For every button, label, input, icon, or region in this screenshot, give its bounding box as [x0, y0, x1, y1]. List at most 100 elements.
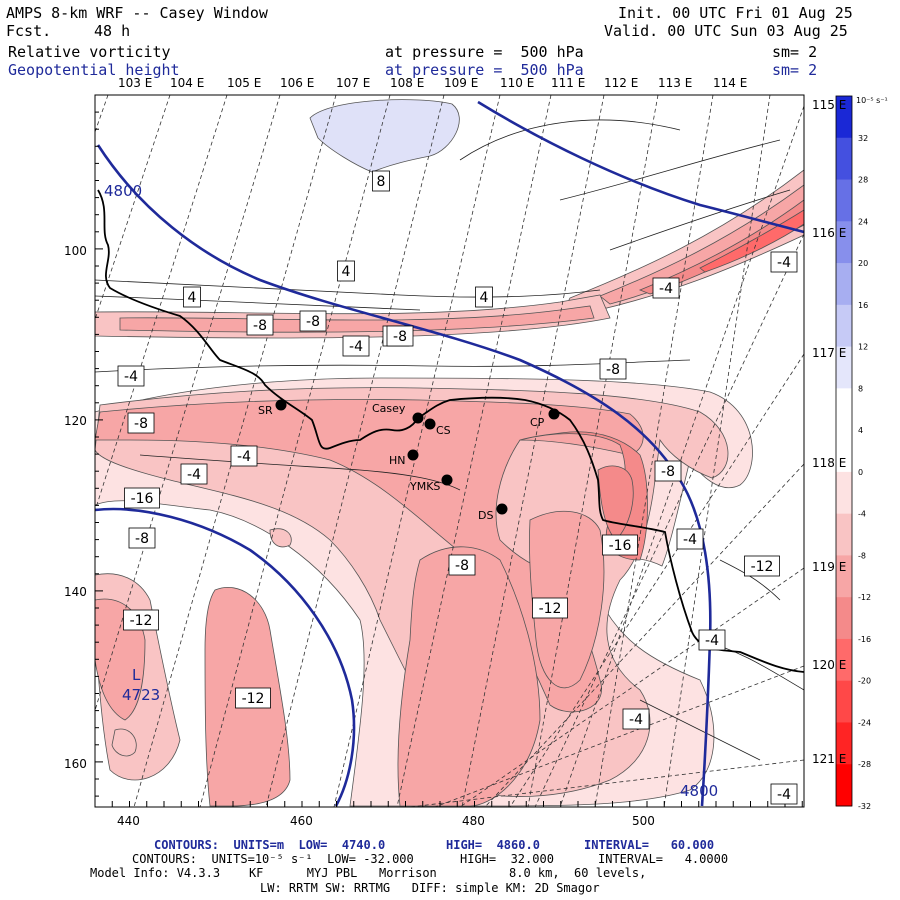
colorbar-label: 32: [858, 134, 868, 143]
x-axis-tick-label: 480: [462, 814, 485, 828]
right-longitude-label: 116 E: [812, 226, 847, 240]
colorbar-label: -16: [858, 635, 871, 644]
contours-height-info: CONTOURS: UNITS=m LOW= 4740.0: [154, 838, 386, 852]
vorticity-contour-label: 4: [183, 286, 201, 308]
right-longitude-label: 119 E: [812, 560, 847, 574]
svg-text:HN: HN: [389, 454, 406, 467]
station-cs: CS: [424, 418, 451, 437]
svg-text:8: 8: [377, 174, 386, 190]
svg-text:-4: -4: [777, 255, 791, 271]
vorticity-contour-label: -12: [235, 687, 271, 709]
contours-vorticity-info: CONTOURS: UNITS=10⁻⁵ s⁻¹ LOW= -32.000: [132, 852, 414, 866]
svg-text:-12: -12: [539, 601, 562, 617]
y-axis-tick-label: 120: [64, 414, 87, 428]
svg-text:-4: -4: [187, 467, 201, 483]
vorticity-contour-label: -8: [386, 325, 414, 347]
height-contour-upper: [477, 100, 804, 234]
height-contour-low: [95, 507, 356, 807]
station-ymks: YMKS: [409, 474, 453, 493]
colorbar-swatch: [836, 764, 852, 807]
x-axis-tick-label: 500: [632, 814, 655, 828]
model-info-physics: LW: RRTM SW: RRTMG DIFF: simple KM: 2D S…: [260, 881, 600, 895]
top-longitude-label: 104 E: [170, 76, 205, 90]
colorbar-swatch: [836, 471, 852, 515]
top-longitude-label: 110 E: [500, 76, 535, 90]
colorbar-label: 0: [858, 468, 863, 477]
low-value: 4723: [122, 686, 160, 704]
colorbar-swatch: [836, 137, 852, 181]
vorticity-contour-label: -16: [602, 534, 638, 556]
field1-smoothing: sm= 2: [772, 43, 818, 61]
vorticity-contour-label: 4: [337, 260, 355, 282]
colorbar-label: -20: [858, 677, 871, 686]
vorticity-contour-label: -8: [599, 358, 627, 380]
colorbar-label: 12: [858, 343, 868, 352]
forecast-hour: 48 h: [94, 22, 131, 40]
svg-text:-8: -8: [393, 329, 407, 345]
svg-text:-4: -4: [705, 633, 719, 649]
vorticity-contour-label: -4: [698, 629, 726, 651]
svg-text:-16: -16: [131, 491, 154, 507]
svg-text:SR: SR: [258, 404, 273, 417]
colorbar-label: 4: [858, 426, 863, 435]
vorticity-contour-label: -4: [342, 335, 370, 357]
colorbar-label: -24: [858, 718, 871, 727]
vorticity-contour-label: -8: [299, 310, 327, 332]
svg-text:-4: -4: [237, 449, 251, 465]
colorbar-label: -4: [858, 510, 866, 519]
colorbar-label: -8: [858, 551, 866, 560]
model-title: AMPS 8-km WRF -- Casey Window: [6, 4, 268, 22]
colorbar-swatch: [836, 346, 852, 389]
right-longitude-label: 117 E: [812, 346, 847, 360]
top-longitude-label: 111 E: [551, 76, 586, 90]
vorticity-contour-label: 4: [475, 286, 493, 308]
y-axis-tick-label: 100: [64, 244, 87, 258]
vorticity-contour-label: -4: [230, 445, 258, 467]
contours-height-high: HIGH= 4860.0: [446, 838, 540, 852]
vorticity-contour-label: -12: [744, 555, 780, 577]
svg-text:4: 4: [342, 264, 351, 280]
colorbar-swatch: [836, 388, 852, 431]
vorticity-contour-label: -16: [124, 487, 160, 509]
contours-vorticity-interval: INTERVAL= 4.0000: [598, 852, 729, 866]
right-longitude-label: 121 E: [812, 752, 847, 766]
colorbar-label: 16: [858, 301, 868, 310]
vorticity-contour-label: -4: [117, 365, 145, 387]
right-longitude-label: 118 E: [812, 456, 847, 470]
colorbar-label: 28: [858, 176, 868, 185]
vorticity-contour-label: -12: [532, 597, 568, 619]
vorticity-contour-label: -4: [180, 463, 208, 485]
vorticity-contour-label: -8: [246, 314, 274, 336]
station-hn: HN: [389, 449, 419, 467]
field1-pressure: at pressure = 500 hPa: [385, 43, 584, 61]
colorbar-swatch: [836, 430, 852, 473]
svg-text:-8: -8: [135, 531, 149, 547]
y-axis-tick-label: 140: [64, 585, 87, 599]
top-longitude-label: 108 E: [390, 76, 425, 90]
svg-text:-12: -12: [130, 613, 153, 629]
colorbar-units: 10⁻⁵ s⁻¹: [856, 96, 888, 105]
top-longitude-label: 113 E: [658, 76, 693, 90]
vorticity-band-ne: [559, 169, 804, 319]
svg-text:CP: CP: [530, 416, 545, 429]
top-longitude-label: 103 E: [118, 76, 153, 90]
vorticity-contour-label: -4: [622, 708, 650, 730]
low-marker: L: [132, 666, 141, 684]
station-ds: DS: [478, 503, 508, 522]
x-axis-tick-label: 460: [290, 814, 313, 828]
contours-vorticity-high: HIGH= 32.000: [460, 852, 554, 866]
height-label-4800-left: 4800: [104, 182, 142, 200]
vorticity-contour-label: -4: [652, 277, 680, 299]
svg-text:-4: -4: [777, 787, 791, 803]
svg-text:-8: -8: [455, 558, 469, 574]
right-longitude-label: 115 E: [812, 98, 847, 112]
vorticity-contour-label: -8: [448, 554, 476, 576]
svg-text:YMKS: YMKS: [409, 480, 440, 493]
colorbar-swatch: [836, 304, 852, 348]
field2-smoothing: sm= 2: [772, 61, 818, 79]
colorbar-swatch: [836, 221, 852, 264]
colorbar-swatch: [836, 179, 852, 222]
forecast-label: Fcst.: [6, 22, 52, 40]
colorbar-swatch: [836, 597, 852, 640]
positive-vorticity-area: [309, 99, 460, 173]
